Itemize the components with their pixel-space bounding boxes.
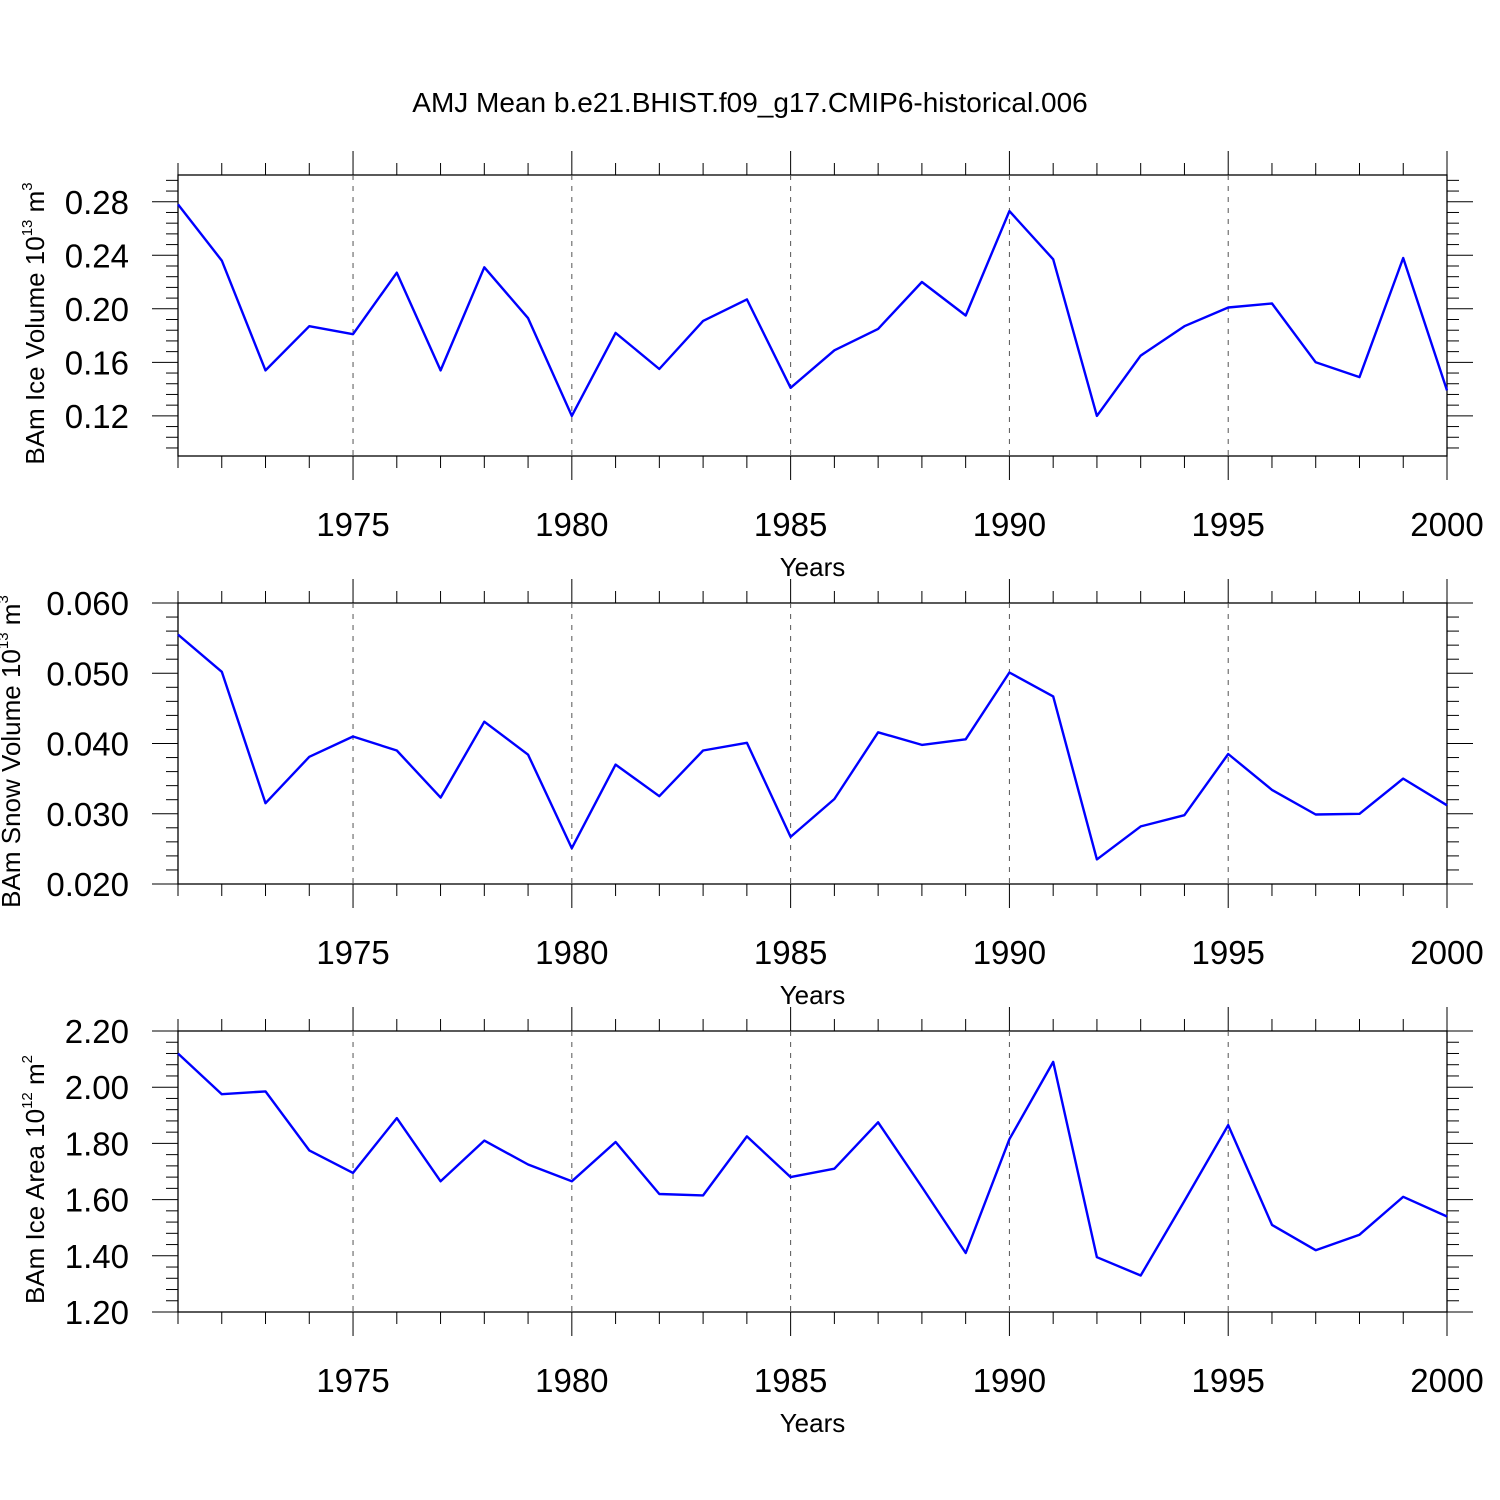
x-tick-label: 1990 — [973, 934, 1046, 971]
y-axis-label-text: BAm Ice Volume 10 — [20, 236, 50, 464]
y-tick-label: 1.20 — [65, 1294, 129, 1331]
x-axis-label: Years — [780, 980, 846, 1010]
y-axis-label-unit: m — [20, 191, 50, 220]
plot-frame — [177, 602, 1448, 885]
plot-frame — [177, 174, 1448, 457]
y-tick-label: 0.020 — [46, 866, 129, 903]
y-tick-label: 1.60 — [65, 1182, 129, 1219]
data-series-line — [177, 203, 1449, 418]
x-tick-label: 1985 — [754, 506, 827, 543]
x-tick-label: 1975 — [316, 506, 389, 543]
y-axis-label-unit: m — [0, 604, 26, 633]
x-tick-label: 1995 — [1191, 934, 1264, 971]
y-tick-label: 1.80 — [65, 1125, 129, 1162]
x-tick-label: 1985 — [754, 934, 827, 971]
y-axis-label-unit-exponent: 2 — [19, 1055, 36, 1063]
x-axis-label: Years — [780, 552, 846, 582]
chart-title: AMJ Mean b.e21.BHIST.f09_g17.CMIP6-histo… — [412, 87, 1087, 118]
y-axis-label-unit-exponent: 3 — [19, 182, 36, 190]
x-tick-label: 1975 — [316, 1362, 389, 1399]
y-tick-label: 2.20 — [65, 1013, 129, 1050]
y-tick-label: 0.16 — [65, 344, 129, 381]
x-axis-label: Years — [780, 1408, 846, 1438]
y-axis-label: BAm Ice Volume 1013 m3 — [19, 182, 50, 464]
x-tick-label: 1975 — [316, 934, 389, 971]
panel-3: 1975 1980 1985 1990 1995 2000 1.20 1.40 1.60 1.80… — [19, 1007, 1484, 1438]
y-axis-label-exponent: 13 — [19, 220, 36, 237]
y-axis-label-exponent: 12 — [19, 1092, 36, 1109]
x-tick-label: 2000 — [1410, 934, 1483, 971]
x-tick-label: 1980 — [535, 934, 608, 971]
y-axis-label-exponent: 13 — [0, 632, 12, 649]
data-series-line — [177, 1052, 1448, 1277]
y-axis-label-text: BAm Snow Volume 10 — [0, 649, 26, 908]
x-tick-label: 2000 — [1410, 506, 1483, 543]
y-tick-label: 1.40 — [65, 1238, 129, 1275]
x-tick-label: 1995 — [1191, 506, 1264, 543]
x-tick-label: 2000 — [1410, 1362, 1483, 1399]
x-tick-label: 1990 — [973, 506, 1046, 543]
y-tick-label: 0.20 — [65, 291, 129, 328]
y-axis-label-unit-exponent: 3 — [0, 595, 12, 603]
panels: 1975 1980 1985 1990 1995 2000 0.12 0.16 0.20 0.24… — [0, 151, 1484, 1438]
panel-2: 1975 1980 1985 1990 1995 2000 0.020 0.030 0.040 0… — [0, 579, 1484, 1010]
y-axis-label-text: BAm Ice Area 10 — [20, 1109, 50, 1304]
x-tick-label: 1985 — [754, 1362, 827, 1399]
panel-1: 1975 1980 1985 1990 1995 2000 0.12 0.16 0.20 0.24… — [19, 151, 1484, 582]
y-tick-label: 2.00 — [65, 1069, 129, 1106]
y-axis-label: BAm Snow Volume 1013 m3 — [0, 595, 26, 908]
y-tick-label: 0.030 — [46, 796, 129, 833]
y-tick-label: 0.12 — [65, 398, 129, 435]
y-tick-label: 0.28 — [65, 184, 129, 221]
y-axis-label-unit: m — [20, 1063, 50, 1092]
y-tick-label: 0.050 — [46, 655, 129, 692]
y-tick-label: 0.040 — [46, 726, 129, 763]
y-tick-label: 0.060 — [46, 585, 129, 622]
plot-frame — [177, 1030, 1448, 1313]
x-tick-label: 1995 — [1191, 1362, 1264, 1399]
x-tick-label: 1980 — [535, 1362, 608, 1399]
y-tick-label: 0.24 — [65, 237, 129, 274]
x-tick-label: 1980 — [535, 506, 608, 543]
x-tick-label: 1990 — [973, 1362, 1046, 1399]
y-axis-label: BAm Ice Area 1012 m2 — [19, 1055, 50, 1304]
data-series-line — [177, 633, 1448, 861]
